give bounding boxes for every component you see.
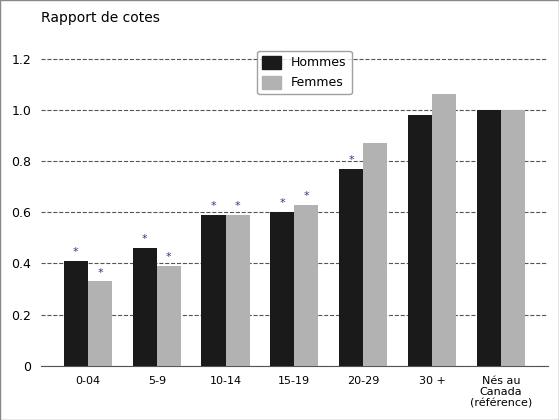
Bar [477,110,501,366]
Bar [64,261,88,366]
Text: *: * [97,268,103,278]
Bar [339,169,363,366]
Bar [201,215,226,366]
Text: *: * [166,252,172,262]
Text: *: * [211,201,216,211]
Bar [226,215,250,366]
Text: *: * [280,198,285,208]
Legend: Hommes, Femmes: Hommes, Femmes [257,51,352,94]
Bar [501,110,525,366]
Bar [132,248,157,366]
Bar [88,281,112,366]
Text: *: * [348,155,354,165]
Bar [271,212,295,366]
Bar [432,94,456,366]
Bar [363,143,387,366]
Text: Rapport de cotes: Rapport de cotes [41,11,160,25]
Bar [408,115,432,366]
Text: *: * [73,247,79,257]
Text: *: * [235,201,240,211]
Text: *: * [142,234,148,244]
Bar [157,266,181,366]
Bar [295,205,319,366]
Text: *: * [304,191,309,201]
